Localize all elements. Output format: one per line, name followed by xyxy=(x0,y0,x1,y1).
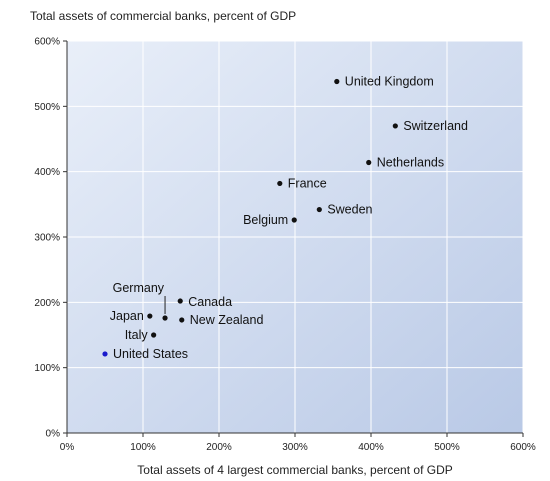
y-tick-label: 100% xyxy=(34,363,60,374)
point-switzerland xyxy=(392,123,398,129)
y-tick-label: 0% xyxy=(46,429,61,440)
point-germany xyxy=(162,315,168,321)
point-united-states xyxy=(102,351,108,357)
point-label-canada: Canada xyxy=(188,295,232,309)
x-tick-label: 200% xyxy=(206,442,232,453)
point-label-japan: Japan xyxy=(110,309,144,323)
point-france xyxy=(277,180,283,187)
x-axis-title: Total assets of 4 largest commercial ban… xyxy=(137,463,452,477)
point-label-france: France xyxy=(288,176,327,190)
point-label-germany: Germany xyxy=(113,281,165,295)
x-tick-label: 100% xyxy=(130,442,156,453)
x-tick-label: 400% xyxy=(358,442,384,453)
point-label-sweden: Sweden xyxy=(327,203,372,217)
y-axis-ticks: 0% 100% 200% 300% 400% 500% 600% xyxy=(34,37,67,440)
point-label-belgium: Belgium xyxy=(243,213,288,227)
point-label-united-kingdom: United Kingdom xyxy=(345,75,434,89)
point-new-zealand xyxy=(179,317,185,323)
y-tick-label: 500% xyxy=(34,102,60,113)
point-label-switzerland: Switzerland xyxy=(403,119,468,133)
point-united-kingdom xyxy=(334,78,340,85)
y-axis-title: Total assets of commercial banks, percen… xyxy=(30,9,296,23)
y-tick-label: 200% xyxy=(34,298,60,309)
gridlines xyxy=(67,40,524,433)
x-axis-ticks: 0% 100% 200% 300% 400% 500% 600% xyxy=(60,433,536,453)
point-sweden xyxy=(316,206,322,213)
x-tick-label: 0% xyxy=(60,442,75,453)
y-tick-label: 600% xyxy=(34,37,60,48)
point-label-netherlands: Netherlands xyxy=(377,156,444,170)
y-tick-label: 300% xyxy=(34,233,60,244)
y-tick-label: 400% xyxy=(34,167,60,178)
x-tick-label: 500% xyxy=(434,442,460,453)
x-tick-label: 300% xyxy=(282,442,308,453)
point-canada xyxy=(177,298,183,304)
point-label-italy: Italy xyxy=(125,328,149,342)
point-netherlands xyxy=(366,159,372,166)
point-label-united-states: United States xyxy=(113,347,188,361)
point-label-new-zealand: New Zealand xyxy=(190,313,264,327)
point-japan xyxy=(147,313,153,319)
data-points: United Kingdom Switzerland Netherlands Fran… xyxy=(102,75,468,361)
x-tick-label: 600% xyxy=(510,442,536,453)
point-belgium xyxy=(291,217,297,223)
point-italy xyxy=(151,332,157,338)
